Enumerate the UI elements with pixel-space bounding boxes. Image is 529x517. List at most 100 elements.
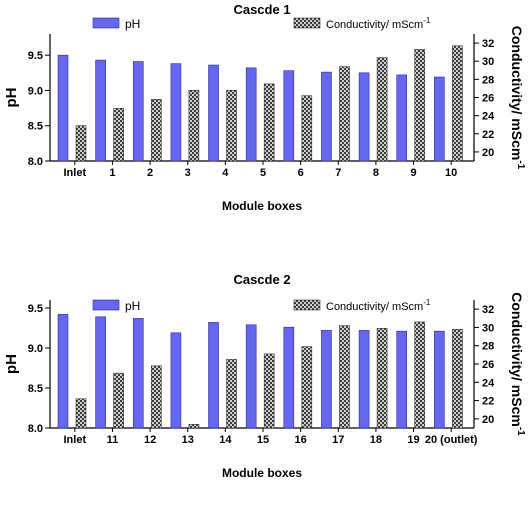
x-tick-label: 11 (107, 434, 119, 446)
right-tick-label: 22 (482, 129, 494, 141)
chart-title: Cascde 2 (233, 272, 290, 287)
legend-swatch-conductivity (293, 299, 321, 311)
bar-ph (57, 314, 69, 429)
bar-conductivity (150, 365, 162, 429)
right-tick-label: 20 (482, 414, 494, 426)
x-tick-label: 16 (295, 434, 307, 446)
x-tick-label: 19 (407, 434, 419, 446)
legend-label-conductivity: Conductivity/ mScm-1 (326, 298, 431, 313)
x-tick-label: 3 (185, 167, 191, 179)
x-tick-label: 13 (182, 434, 194, 446)
bar-conductivity (376, 57, 388, 162)
legend-label-conductivity-text: Conductivity/ mScm (326, 301, 423, 313)
bar-ph (434, 76, 445, 162)
bar-conductivity (113, 372, 124, 429)
x-tick-label: 15 (257, 434, 269, 446)
right-tick-label: 28 (482, 341, 494, 353)
right-tick-label: 30 (482, 322, 494, 334)
right-tick-label: 26 (482, 359, 494, 371)
x-tick-label: 10 (445, 167, 457, 179)
left-tick-label: 8.5 (28, 121, 43, 133)
x-tick-label: 14 (219, 434, 232, 446)
x-tick-label: 12 (144, 434, 156, 446)
bar-conductivity (414, 49, 426, 162)
y-axis-label-right-sup: -1 (515, 160, 526, 169)
bar-conductivity (414, 321, 426, 429)
legend-label-conductivity-text: Conductivity/ mScm (326, 19, 423, 31)
bar-ph (396, 330, 408, 429)
bar-ph (321, 71, 332, 162)
bar-conductivity (339, 325, 350, 429)
bar-ph (434, 330, 445, 429)
left-tick-label: 8.5 (28, 383, 43, 395)
bar-conductivity (339, 66, 350, 162)
y-axis-label-left: pH (3, 88, 20, 108)
right-tick-label: 32 (482, 38, 494, 50)
bar-conductivity (376, 328, 388, 429)
bar-conductivity (452, 328, 463, 429)
bar-ph (95, 59, 106, 162)
x-tick-label: 7 (335, 167, 341, 179)
y-axis-label-left: pH (3, 354, 20, 374)
legend-label-conductivity: Conductivity/ mScm-1 (326, 16, 431, 31)
bar-conductivity (452, 45, 463, 162)
bar-ph (245, 324, 257, 429)
right-tick-label: 32 (482, 304, 494, 316)
right-tick-label: 22 (482, 396, 494, 408)
bar-ph (245, 67, 257, 162)
bar-conductivity (263, 353, 275, 429)
x-tick-label: 9 (410, 167, 416, 179)
bar-ph (95, 316, 106, 429)
legend-swatch-conductivity (293, 17, 321, 29)
left-tick-label: 9.5 (28, 50, 43, 62)
x-tick-label: Inlet (64, 434, 87, 446)
bar-ph (170, 63, 182, 162)
bar-conductivity (188, 424, 200, 429)
x-tick-label: 8 (373, 167, 379, 179)
legend-swatch-ph (92, 17, 120, 29)
left-tick-label: 9.0 (28, 343, 43, 355)
x-tick-label: Inlet (64, 167, 87, 179)
bar-conductivity (226, 89, 237, 162)
legend-label-ph: pH (125, 299, 140, 313)
y-axis-label-right-sup: -1 (515, 427, 526, 436)
right-tick-label: 26 (482, 93, 494, 105)
bar-ph (396, 74, 408, 162)
x-tick-label: 1 (109, 167, 115, 179)
x-tick-label: 5 (260, 167, 266, 179)
right-tick-label: 28 (482, 74, 494, 86)
bar-conductivity (75, 125, 87, 162)
legend-label-conductivity-sup: -1 (423, 16, 431, 25)
y-axis-label-right-text: Conductivity/ mScm (509, 292, 525, 427)
left-tick-label: 8.0 (28, 156, 43, 168)
x-axis-label: Module boxes (222, 199, 302, 213)
right-tick-label: 30 (482, 56, 494, 68)
bar-ph (358, 330, 370, 429)
bar-ph (170, 332, 182, 429)
bar-conductivity (113, 108, 124, 162)
legend-label-conductivity-sup: -1 (423, 298, 431, 307)
left-tick-label: 9.0 (28, 85, 43, 97)
x-tick-label: 4 (222, 167, 229, 179)
bar-conductivity (75, 398, 87, 429)
right-tick-label: 20 (482, 147, 494, 159)
bar-ph (132, 61, 144, 162)
bar-ph (132, 318, 144, 429)
y-axis-label-right: Conductivity/ mScm-1 (509, 26, 526, 170)
right-tick-label: 24 (482, 377, 495, 389)
x-tick-label: 18 (370, 434, 382, 446)
bar-ph (283, 326, 295, 429)
right-tick-label: 24 (482, 111, 495, 123)
bar-conductivity (301, 95, 313, 162)
bar-conductivity (263, 83, 275, 162)
y-axis-label-right: Conductivity/ mScm-1 (509, 292, 526, 436)
y-axis-label-right-text: Conductivity/ mScm (509, 26, 525, 161)
bar-ph (321, 330, 332, 429)
bar-conductivity (150, 99, 162, 162)
bar-ph (283, 70, 295, 162)
bar-ph (57, 54, 69, 162)
bar-conductivity (188, 89, 200, 162)
x-tick-label: 2 (147, 167, 153, 179)
bar-conductivity (301, 346, 313, 429)
